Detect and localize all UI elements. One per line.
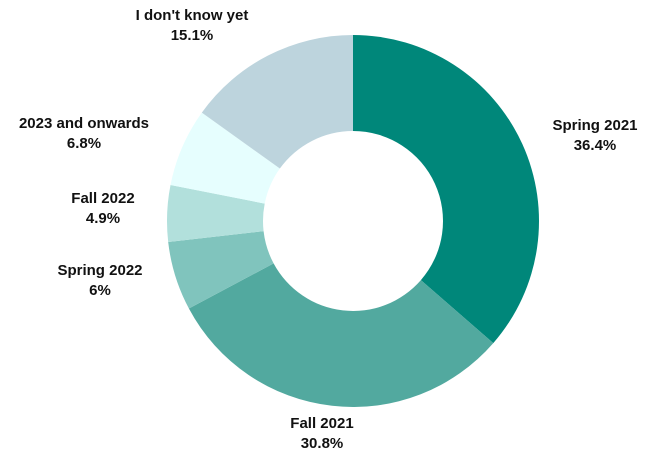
slice-label-value: 30.8% <box>301 435 344 452</box>
slice-label-name: Fall 2021 <box>290 415 353 432</box>
slice-spring-2022 <box>168 231 274 309</box>
slice-label-2023-and-onwards: 2023 and onwards 6.8% <box>19 115 149 152</box>
slice-label-fall-2021: Fall 2021 30.8% <box>290 415 353 452</box>
labels-layer: Spring 2021 36.4% Fall 2021 30.8% Spring 202… <box>19 7 638 452</box>
slice-2023-and-onwards <box>170 112 280 204</box>
slice-label-fall-2022: Fall 2022 4.9% <box>71 190 134 227</box>
slices-layer <box>167 35 539 407</box>
slice-spring-2021 <box>353 35 539 344</box>
slice-fall-2021 <box>188 263 494 407</box>
slice-label-value: 6.8% <box>67 135 101 152</box>
slice-label-name: 2023 and onwards <box>19 115 149 132</box>
slice-label-i-don-t-know-yet: I don't know yet 15.1% <box>136 7 249 44</box>
slice-label-spring-2021: Spring 2021 36.4% <box>552 117 637 154</box>
slice-label-value: 36.4% <box>574 137 617 154</box>
slice-label-value: 4.9% <box>86 210 120 227</box>
slice-label-spring-2022: Spring 2022 6% <box>57 262 142 299</box>
slice-label-name: Fall 2022 <box>71 190 134 207</box>
slice-label-name: Spring 2021 <box>552 117 637 134</box>
slice-label-value: 6% <box>89 282 111 299</box>
slice-label-name: Spring 2022 <box>57 262 142 279</box>
slice-label-name: I don't know yet <box>136 7 249 24</box>
slice-i-don-t-know-yet <box>201 35 353 169</box>
slice-fall-2022 <box>167 184 265 242</box>
slice-label-value: 15.1% <box>171 27 214 44</box>
